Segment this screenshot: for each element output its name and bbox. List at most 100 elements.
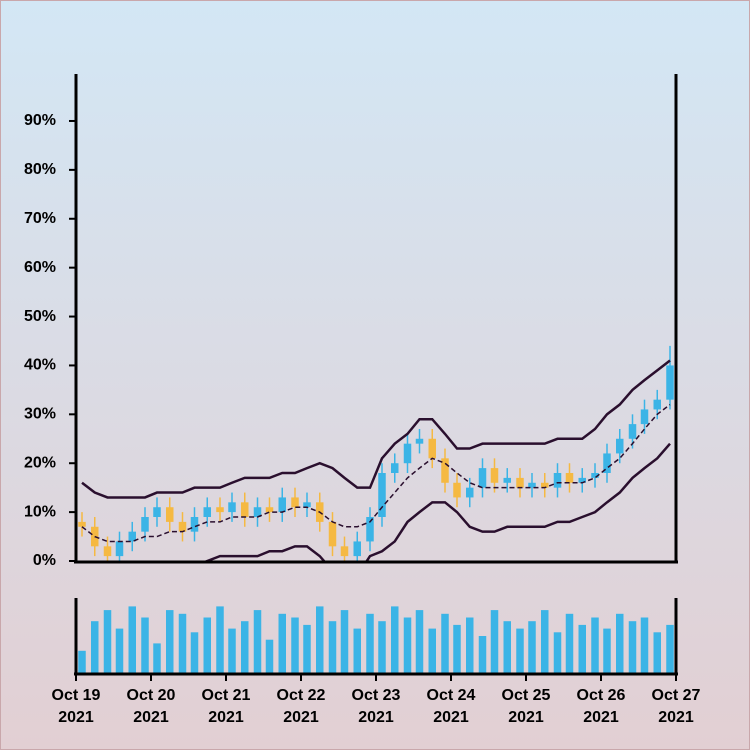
candle-body	[241, 502, 249, 517]
volume-bar	[203, 617, 211, 673]
candle-body	[403, 443, 412, 464]
volume-bar	[466, 617, 474, 673]
volume-bar	[353, 628, 361, 673]
volume-bar	[453, 624, 461, 673]
volume-bar	[166, 610, 174, 673]
x-tick-label: Oct 24 2021	[426, 687, 476, 726]
candle-body	[366, 516, 374, 542]
volume-bar	[553, 632, 562, 673]
candle-body	[328, 521, 337, 547]
volume-bar	[291, 617, 299, 673]
volume-bar	[78, 650, 86, 673]
y-tick-label: 20%	[24, 454, 56, 471]
volume-bar	[316, 606, 324, 673]
candle-body	[578, 477, 586, 483]
volume-bar	[303, 624, 311, 673]
candle-body	[291, 497, 299, 508]
volume-bar	[128, 606, 136, 673]
volume-bar	[278, 613, 286, 673]
volume-bar	[378, 621, 386, 673]
candle-body	[553, 472, 562, 488]
volume-bar	[141, 617, 149, 673]
y-tick-label: 60%	[24, 259, 56, 276]
volume-bar	[153, 643, 161, 673]
volume-bar	[253, 610, 262, 673]
candle-body	[541, 482, 549, 488]
volume-bar	[190, 632, 199, 673]
band-lower	[203, 442, 671, 561]
candle-body	[640, 409, 649, 425]
candle-body	[141, 516, 149, 532]
candle-body	[265, 507, 274, 513]
y-tick-label: 70%	[24, 210, 56, 227]
volume-bar	[415, 610, 424, 673]
volume-bar	[340, 610, 349, 673]
volume-bar	[528, 621, 536, 673]
candle-body	[278, 497, 286, 513]
candle-body	[490, 468, 499, 483]
volume-bar	[541, 610, 549, 673]
volume-bar	[403, 617, 412, 673]
x-tick-label: Oct 23 2021	[351, 687, 401, 726]
candle-body	[666, 365, 674, 400]
candle-body	[178, 521, 187, 532]
candle-body	[415, 438, 424, 444]
volume-bar	[103, 610, 112, 673]
candle-body	[353, 541, 361, 557]
candle-body	[503, 477, 511, 483]
volume-bar	[178, 613, 187, 673]
candle-body	[216, 507, 224, 513]
candle-body	[466, 487, 474, 498]
volume-bar	[666, 624, 674, 673]
volume-bar	[653, 632, 661, 673]
candle-body	[516, 477, 524, 488]
y-tick-label: 80%	[24, 161, 56, 178]
volume-bar	[241, 621, 249, 673]
x-tick-label: Oct 21 2021	[201, 687, 251, 726]
volume-bar	[478, 636, 487, 673]
x-tick-label: Oct 25 2021	[501, 687, 551, 726]
volume-bar	[216, 606, 224, 673]
volume-bar	[490, 610, 499, 673]
y-tick-label: 40%	[24, 357, 56, 374]
volume-bar	[616, 613, 624, 673]
candle-body	[591, 472, 599, 478]
candle-body	[166, 507, 174, 522]
candle-body	[603, 453, 611, 473]
candle-body	[391, 463, 399, 473]
y-tick-label: 50%	[24, 308, 56, 325]
volume-bar	[516, 628, 524, 673]
candle-body	[78, 521, 86, 527]
candle-body	[203, 507, 211, 517]
candle-body	[528, 482, 536, 488]
candle-body	[616, 438, 624, 454]
x-tick-label: Oct 20 2021	[126, 687, 176, 726]
candle-body	[128, 531, 136, 542]
volume-bar	[503, 621, 511, 673]
volume-bar	[441, 613, 449, 673]
x-tick-label: Oct 19 2021	[51, 687, 101, 726]
candle-body	[340, 546, 349, 557]
candle-body	[428, 438, 436, 459]
volume-bar	[591, 617, 599, 673]
candle-body	[115, 541, 124, 557]
candle-body	[153, 507, 161, 517]
volume-bar	[603, 628, 611, 673]
volume-bar	[115, 628, 124, 673]
volume-bar	[428, 628, 436, 673]
volume-bar	[578, 624, 586, 673]
candle-body	[441, 458, 449, 483]
candle-body	[253, 507, 262, 517]
x-tick-label: Oct 26 2021	[576, 687, 626, 726]
candle-body	[378, 472, 386, 517]
candle-body	[565, 472, 574, 483]
y-tick-label: 30%	[24, 406, 56, 423]
candle-body	[453, 482, 461, 498]
y-tick-label: 0%	[33, 552, 56, 569]
volume-bar	[91, 621, 99, 673]
volume-bar	[328, 621, 337, 673]
y-tick-label: 10%	[24, 503, 56, 520]
candle-body	[628, 424, 637, 439]
